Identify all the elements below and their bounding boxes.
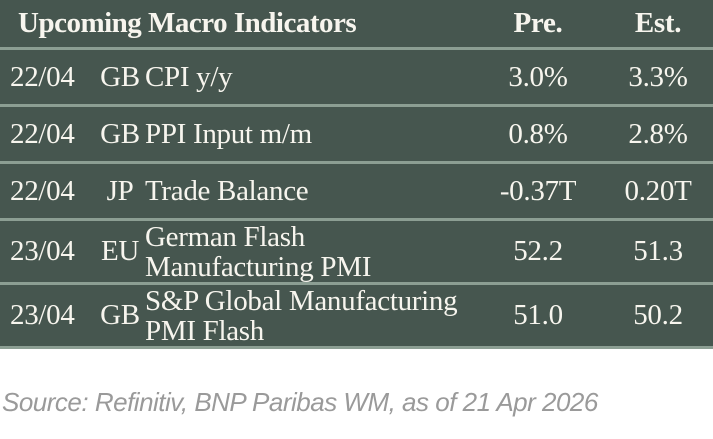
row-est-value: 0.20T <box>624 174 692 207</box>
row-est-value: 50.2 <box>633 299 683 332</box>
table-row: 23/04 EU German Flash Manufacturing PMI … <box>0 221 713 285</box>
row-date: 23/04 <box>10 235 75 268</box>
row-country: GB <box>100 299 140 332</box>
row-country: EU <box>100 235 140 268</box>
table-title: Upcoming Macro Indicators <box>18 7 357 40</box>
column-header-pre: Pre. <box>513 7 563 40</box>
row-date: 22/04 <box>10 60 75 93</box>
row-country: JP <box>106 174 134 207</box>
table-row: 22/04 GB PPI Input m/m 0.8% 2.8% <box>0 107 713 164</box>
row-pre-value: -0.37T <box>499 174 577 207</box>
row-est-value: 51.3 <box>633 235 683 268</box>
row-indicator: German Flash Manufacturing PMI <box>145 220 372 283</box>
row-pre-value: 3.0% <box>508 60 568 93</box>
table-row: 22/04 GB CPI y/y 3.0% 3.3% <box>0 50 713 107</box>
row-country: GB <box>100 60 140 93</box>
row-country: GB <box>100 117 140 150</box>
row-pre-value: 51.0 <box>513 299 563 332</box>
table-header-row: Upcoming Macro Indicators Pre. Est. <box>0 0 713 50</box>
table-row: 22/04 JP Trade Balance -0.37T 0.20T <box>0 164 713 221</box>
row-date: 23/04 <box>10 299 75 332</box>
column-header-est: Est. <box>634 7 682 40</box>
macro-indicators-report: Upcoming Macro Indicators Pre. Est. 22/0… <box>0 0 713 417</box>
row-est-value: 3.3% <box>628 60 688 93</box>
row-est-value: 2.8% <box>628 117 688 150</box>
source-note: Source: Refinitiv, BNP Paribas WM, as of… <box>2 387 598 417</box>
table-row: 23/04 GB S&P Global Manufacturing PMI Fl… <box>0 285 713 349</box>
row-pre-value: 0.8% <box>508 117 568 150</box>
macro-indicators-table: Upcoming Macro Indicators Pre. Est. 22/0… <box>0 0 713 349</box>
row-indicator: Trade Balance <box>145 175 309 207</box>
row-indicator: CPI y/y <box>145 61 233 93</box>
row-indicator: S&P Global Manufacturing PMI Flash <box>145 284 458 347</box>
row-date: 22/04 <box>10 174 75 207</box>
row-indicator: PPI Input m/m <box>145 118 312 150</box>
row-pre-value: 52.2 <box>513 235 563 268</box>
row-date: 22/04 <box>10 117 75 150</box>
